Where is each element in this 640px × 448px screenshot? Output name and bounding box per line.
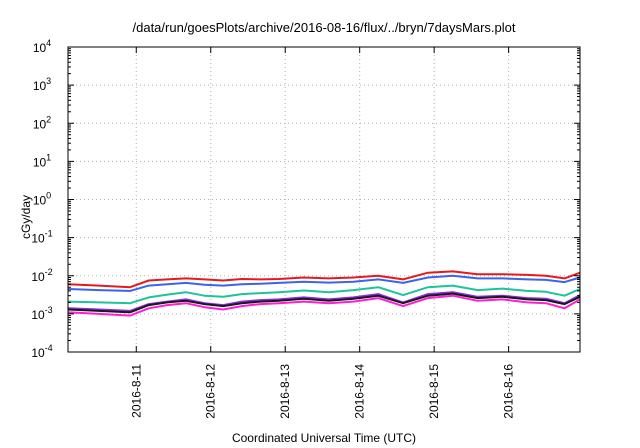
y-tick-label: 102 — [33, 114, 51, 131]
y-tick-base: 10 — [31, 270, 45, 284]
y-tick-label: 10-1 — [31, 229, 52, 246]
y-tick-exponent: 0 — [46, 191, 51, 201]
data-series — [67, 270, 581, 317]
y-tick-label: 104 — [33, 38, 51, 55]
y-tick-base: 10 — [33, 194, 47, 208]
y-tick-exponent: 2 — [46, 114, 51, 124]
series-line-1 — [67, 270, 581, 289]
y-tick-label: 101 — [33, 152, 51, 169]
x-tick-label: 2016-8-12 — [204, 364, 218, 419]
y-tick-label: 100 — [33, 191, 51, 208]
series-line-2 — [67, 274, 581, 292]
y-tick-exponent: 3 — [46, 76, 51, 86]
y-tick-base: 10 — [33, 117, 47, 131]
series-line-6 — [67, 294, 581, 317]
x-axis-ticks: 2016-8-11 2016-8-12 2016-8-13 2016-8-14 2016… — [129, 47, 516, 419]
y-tick-exponent: -2 — [45, 267, 53, 277]
y-tick-exponent: -3 — [45, 305, 53, 315]
x-axis-label: Coordinated Universal Time (UTC) — [232, 431, 416, 445]
y-tick-label: 103 — [33, 76, 51, 93]
y-axis-label: cGy/day — [19, 195, 33, 239]
series-line-5 — [67, 292, 581, 314]
x-tick-label: 2016-8-15 — [427, 364, 441, 419]
y-tick-base: 10 — [33, 41, 47, 55]
y-tick-exponent: 4 — [46, 38, 51, 48]
y-tick-base: 10 — [31, 232, 45, 246]
y-tick-exponent: -1 — [45, 229, 53, 239]
x-tick-label: 2016-8-16 — [502, 364, 516, 419]
y-tick-exponent: 1 — [46, 152, 51, 162]
y-tick-base: 10 — [31, 308, 45, 322]
y-tick-base: 10 — [33, 155, 47, 169]
chart-title: /data/run/goesPlots/archive/2016-08-16/f… — [133, 20, 516, 35]
x-tick-label: 2016-8-13 — [278, 364, 292, 419]
series-line-4 — [67, 291, 581, 312]
x-tick-label: 2016-8-11 — [129, 364, 143, 418]
y-tick-base: 10 — [33, 79, 47, 93]
gridlines — [68, 47, 580, 352]
y-tick-base: 10 — [31, 346, 45, 360]
y-tick-label: 10-4 — [31, 343, 52, 360]
y-tick-label: 10-3 — [31, 305, 52, 322]
y-tick-label: 10-2 — [31, 267, 52, 284]
series-line-3 — [67, 284, 581, 305]
y-tick-exponent: -4 — [45, 343, 53, 353]
x-tick-label: 2016-8-14 — [353, 364, 367, 419]
